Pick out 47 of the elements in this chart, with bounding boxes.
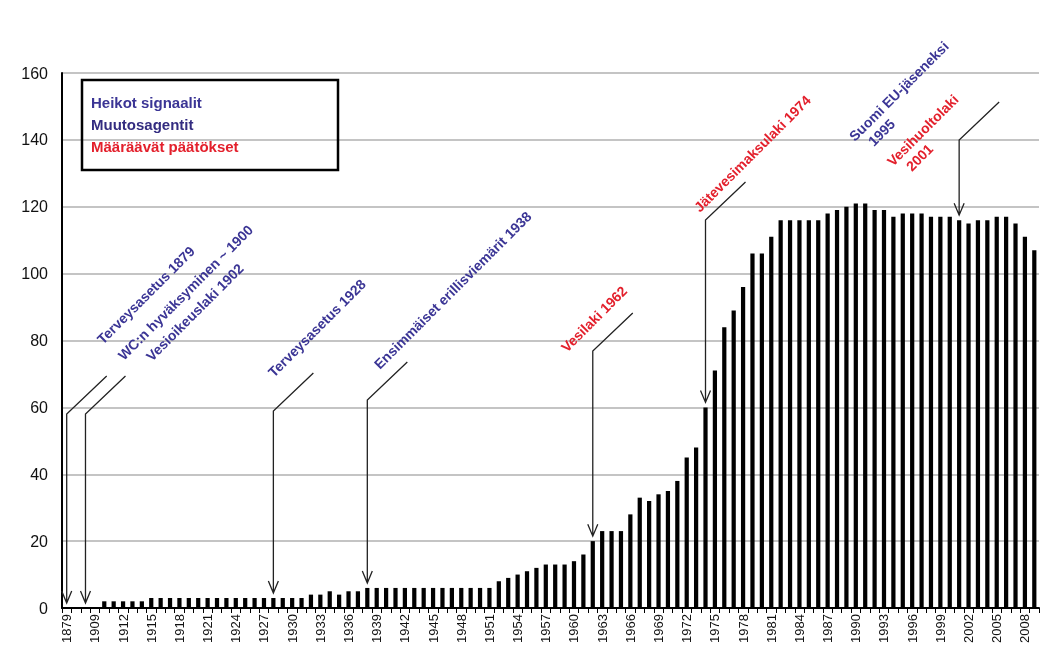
x-tick-label: 1933	[312, 614, 328, 643]
x-tick-label: 1879	[59, 614, 75, 643]
y-tick-label: 20	[30, 532, 49, 550]
x-tick-label: 1921	[200, 614, 216, 643]
y-tick-label: 120	[21, 198, 49, 216]
x-tick-label: 1960	[566, 614, 582, 643]
x-tick-label: 1957	[538, 614, 554, 643]
x-tick-label: 1975	[707, 614, 723, 643]
x-tick-label: 1990	[848, 614, 864, 643]
y-tick-label: 60	[30, 398, 49, 416]
x-tick-label: 1963	[594, 614, 610, 643]
x-tick-label: 1927	[256, 614, 272, 643]
x-tick-label: 1954	[510, 614, 526, 643]
x-tick-label: 1969	[651, 614, 667, 643]
x-tick-label: 1978	[735, 614, 751, 643]
x-tick-label: 1987	[820, 614, 836, 643]
x-tick-label: 1981	[763, 614, 779, 643]
y-tick-label: 0	[39, 599, 49, 617]
x-tick-label: 1945	[425, 614, 441, 643]
x-tick-label: 1993	[876, 614, 892, 643]
annotation: Muutosagentit	[91, 116, 194, 133]
x-tick-label: 1912	[115, 614, 131, 643]
annotation: Heikot signaalit	[91, 94, 202, 111]
x-tick-label: 1942	[397, 614, 413, 643]
x-tick-label: 1966	[622, 614, 638, 643]
x-tick-label: 1918	[171, 614, 187, 643]
y-tick-label: 40	[30, 465, 49, 483]
y-tick-label: 160	[21, 64, 49, 82]
x-tick-label: 1972	[679, 614, 695, 643]
y-tick-label: 80	[30, 332, 49, 349]
y-tick-label: 100	[21, 265, 49, 283]
x-tick-label: 2008	[1017, 614, 1033, 643]
annotation: Määräävät päätökset	[91, 138, 239, 155]
x-tick-label: 1996	[904, 614, 920, 643]
x-tick-label: 1999	[932, 614, 948, 643]
y-tick-label: 140	[21, 131, 49, 149]
x-tick-label: 1948	[453, 614, 469, 643]
x-tick-label: 2005	[989, 614, 1005, 643]
x-tick-label: 1939	[369, 614, 385, 643]
x-tick-label: 1909	[87, 614, 103, 643]
x-tick-label: 1936	[341, 614, 357, 643]
x-tick-label: 1924	[228, 614, 244, 643]
x-tick-label: 2002	[961, 614, 977, 643]
x-tick-label: 1915	[143, 614, 159, 643]
x-tick-label: 1951	[481, 614, 497, 643]
x-tick-label: 1930	[284, 614, 300, 643]
x-tick-label: 1984	[791, 614, 807, 643]
